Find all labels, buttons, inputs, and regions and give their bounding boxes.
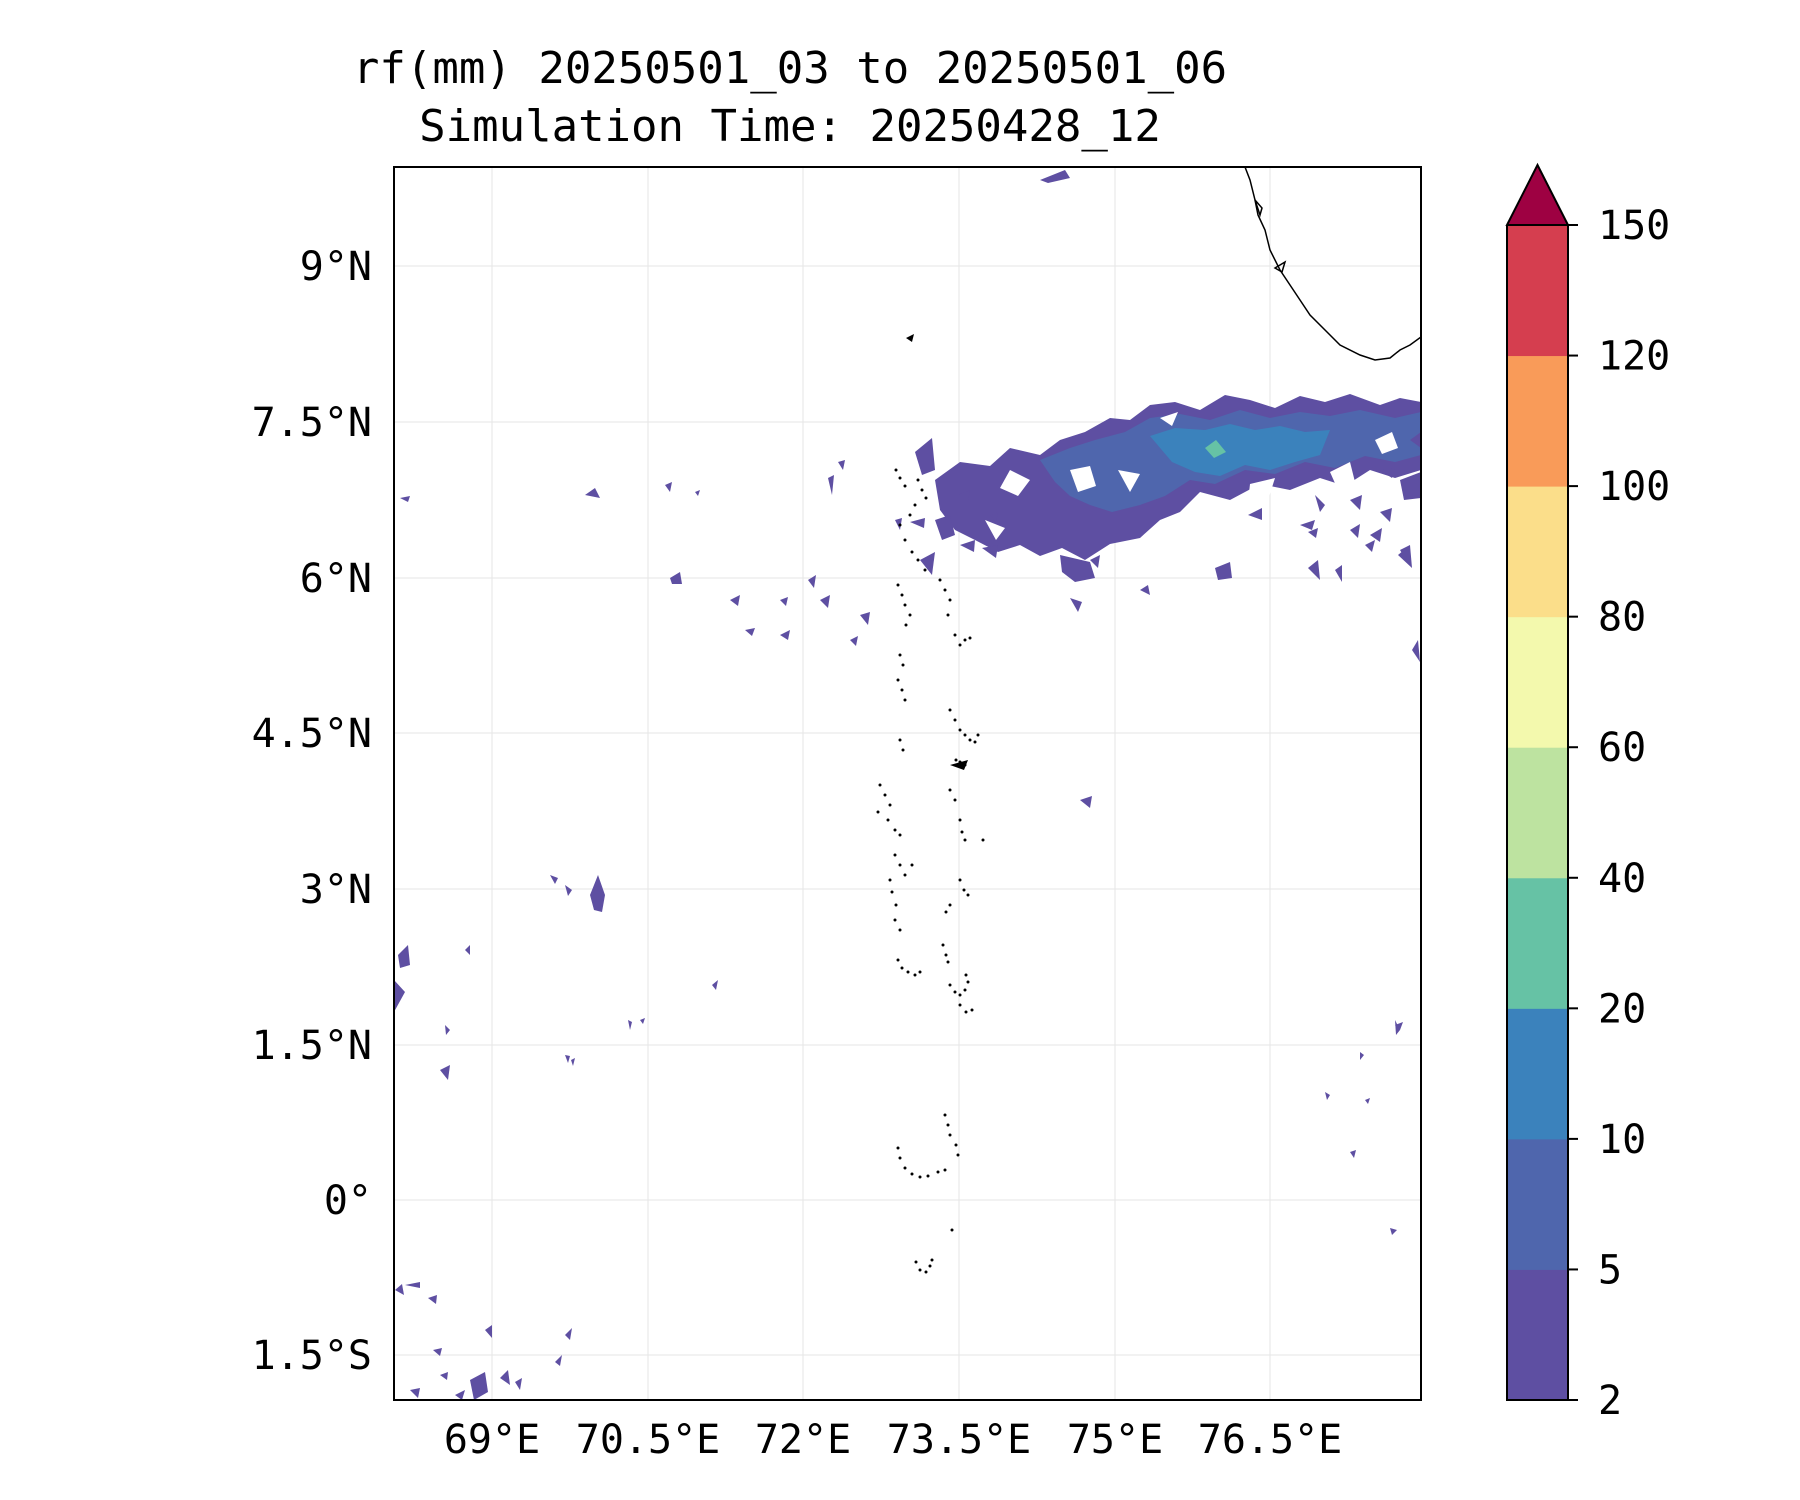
lon-tick-label: 73.5°E [887,1417,1032,1463]
rainfall-band-main [935,394,1421,560]
lat-tick-label: 6°N [300,556,372,602]
colorbar-tick-label: 2 [1598,1378,1622,1424]
lon-tick-labels: 69°E 70.5°E 72°E 73.5°E 75°E 76.5°E [444,1417,1342,1463]
colorbar-segment [1507,1138,1568,1270]
colorbar-tick-label: 120 [1598,334,1670,380]
rainfall-cells-scattered [394,170,1421,1400]
colorbar-tick-label: 10 [1598,1117,1646,1163]
colorbar-segment [1507,747,1568,879]
lon-tick-label: 75°E [1067,1417,1163,1463]
colorbar-tick-label: 20 [1598,986,1646,1032]
colorbar-tick-label: 100 [1598,464,1670,510]
map-background [394,167,1421,1400]
colorbar-tick-label: 150 [1598,203,1670,249]
colorbar-segment [1507,486,1568,618]
lat-tick-label: 9°N [300,244,372,290]
lat-tick-label: 7.5°N [252,400,372,446]
colorbar-segment [1507,225,1568,357]
islands [876,334,985,1274]
lon-tick-label: 70.5°E [576,1417,721,1463]
colorbar-tick-label: 60 [1598,725,1646,771]
colorbar: 2 5 10 20 40 60 80 100 120 150 [1505,162,1670,1424]
coastline-india [1244,167,1421,361]
map-subtitle: Simulation Time: 20250428_12 [419,101,1161,152]
lon-tick-label: 76.5°E [1198,1417,1343,1463]
colorbar-tick-label: 80 [1598,595,1646,641]
colorbar-border [1506,225,1569,1401]
lat-tick-label: 1.5°S [252,1333,372,1379]
lon-tick-label: 69°E [444,1417,540,1463]
map-title: rf(mm) 20250501_03 to 20250501_06 [352,43,1228,94]
lat-tick-labels: 9°N 7.5°N 6°N 4.5°N 3°N 1.5°N 0° 1.5°S [252,244,372,1379]
colorbar-segment [1507,616,1568,748]
lat-tick-label: 3°N [300,867,372,913]
map-frame [393,166,1422,1401]
lon-tick-label: 72°E [755,1417,851,1463]
lat-tick-label: 1.5°N [252,1023,372,1069]
colorbar-segment [1507,355,1568,487]
colorbar-tick-label: 40 [1598,856,1646,902]
colorbar-segment [1507,877,1568,1009]
colorbar-extend-arrow [1505,162,1570,226]
colorbar-segment [1507,1269,1568,1401]
lat-tick-label: 0° [324,1178,372,1224]
lat-tick-label: 4.5°N [252,711,372,757]
colorbar-tick-label: 5 [1598,1247,1622,1293]
colorbar-segment [1507,1008,1568,1140]
